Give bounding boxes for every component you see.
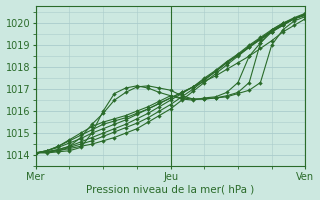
X-axis label: Pression niveau de la mer( hPa ): Pression niveau de la mer( hPa ) xyxy=(86,184,255,194)
